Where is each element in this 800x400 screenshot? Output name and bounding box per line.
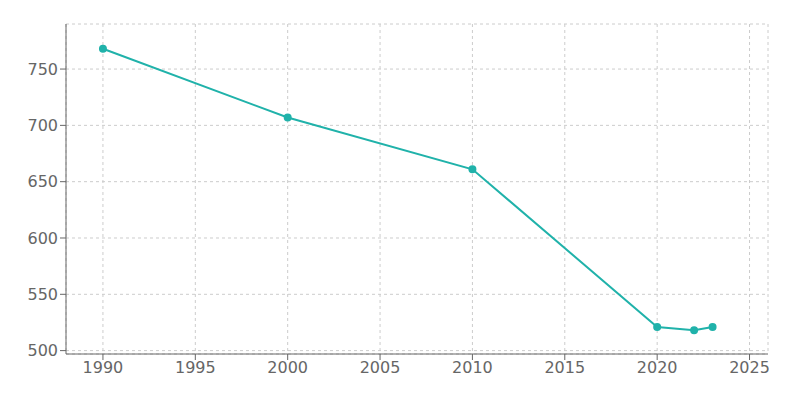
svg-text:700: 700 <box>27 116 58 135</box>
svg-text:750: 750 <box>27 60 58 79</box>
svg-text:500: 500 <box>27 341 58 360</box>
svg-text:650: 650 <box>27 172 58 191</box>
svg-text:600: 600 <box>27 229 58 248</box>
svg-text:2025: 2025 <box>729 358 770 377</box>
svg-text:550: 550 <box>27 285 58 304</box>
svg-text:1990: 1990 <box>83 358 124 377</box>
svg-text:2005: 2005 <box>360 358 401 377</box>
svg-text:1995: 1995 <box>175 358 216 377</box>
svg-text:2020: 2020 <box>637 358 678 377</box>
svg-text:2000: 2000 <box>267 358 308 377</box>
svg-text:2010: 2010 <box>452 358 493 377</box>
svg-text:2015: 2015 <box>544 358 585 377</box>
